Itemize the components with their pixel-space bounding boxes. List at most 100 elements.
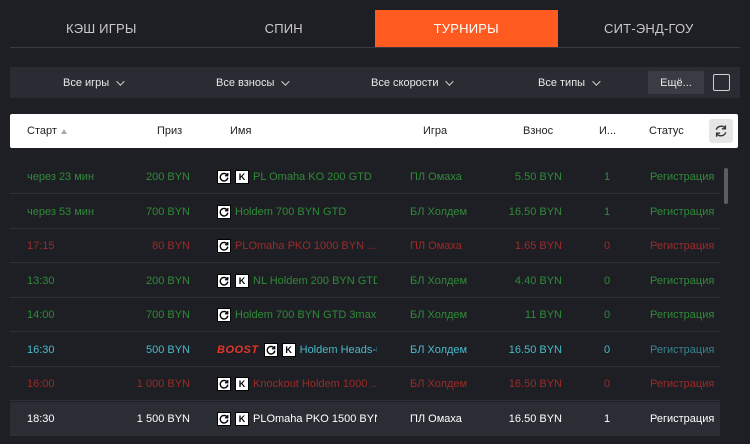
cell-status: Регистрация [650, 343, 715, 356]
cell-status: Регистрация [650, 378, 715, 390]
tab-tournaments[interactable]: ТУРНИРЫ [375, 10, 558, 47]
chevron-down-icon [281, 76, 291, 86]
cell-fee: 11 BYN [524, 309, 562, 321]
cell-game: ПЛ Омаха [410, 412, 462, 425]
table-row[interactable]: 14:00 700 BYN Holdem 700 BYN GTD 3max БЛ Хо… [10, 298, 720, 332]
cell-status: Регистрация [650, 309, 715, 321]
column-game[interactable]: Игра [423, 114, 447, 148]
sort-arrow-icon [60, 128, 67, 134]
cell-fee: 16.50 BYN [508, 378, 562, 390]
cell-prize: 200 BYN [145, 274, 190, 287]
cell-prize: 500 BYN [145, 343, 190, 356]
tournament-name: Holdem 700 BYN GTD [235, 205, 347, 218]
rebuy-icon [217, 308, 231, 322]
cell-game: ПЛ Омаха [410, 171, 462, 183]
column-name-label: Имя [230, 125, 252, 137]
scrollbar-thumb[interactable] [724, 168, 728, 204]
column-fee-label: Взнос [523, 125, 554, 137]
cell-game: БЛ Холдем [410, 274, 468, 287]
knockout-icon: K [235, 411, 249, 426]
cell-name: K PL Omaha KO 200 GTD [217, 160, 377, 194]
knockout-icon: K [235, 170, 249, 184]
column-prize-label: Приз [157, 125, 183, 137]
cell-prize: 700 BYN [145, 205, 190, 218]
cell-fee: 16.50 BYN [508, 412, 562, 425]
cell-start: 18:30 [27, 412, 55, 425]
filter-buyins-label: Все взносы [216, 76, 275, 89]
column-fee[interactable]: Взнос [523, 114, 553, 148]
table-row[interactable]: 16:30 500 BYN BOOST K Holdem Heads-u БЛ Холде… [10, 333, 720, 367]
tournament-name: NL Holdem 200 BYN GTD [253, 274, 377, 287]
column-prize[interactable]: Приз [157, 114, 182, 148]
rebuy-icon [217, 377, 231, 391]
cell-game: БЛ Холдем [410, 343, 468, 356]
table-row[interactable]: 18:30 1 500 BYN K PLOmaha PKO 1500 BYN ... П… [10, 401, 720, 436]
rebuy-icon [217, 170, 231, 184]
table-header: Старт Приз Имя Игра Взнос И... Статус [10, 114, 738, 148]
cell-status: Регистрация [650, 274, 715, 287]
knockout-icon: K [235, 273, 249, 288]
rebuy-icon [217, 411, 231, 426]
tab-spin[interactable]: СПИН [264, 21, 303, 36]
column-players-label: И... [599, 125, 617, 137]
cell-fee: 16.50 BYN [508, 205, 562, 218]
tournament-name: PLOmaha PKO 1500 BYN ... [253, 412, 377, 425]
tab-sit-and-go[interactable]: СИТ-ЭНД-ГОУ [604, 21, 694, 36]
tournament-list: через 23 мин 200 BYN K PL Omaha KO 200 GTD П… [10, 160, 720, 444]
cell-status: Регистрация [650, 205, 715, 218]
cell-players: 0 [604, 240, 611, 252]
filter-checkbox[interactable] [713, 74, 730, 91]
cell-players: 0 [604, 343, 611, 356]
table-row[interactable]: через 53 мин 700 BYN Holdem 700 BYN GTD БЛ … [10, 195, 720, 229]
cell-fee: 16.50 BYN [508, 343, 562, 356]
filter-types-dropdown[interactable]: Все типы [538, 67, 601, 98]
tournament-name: PL Omaha KO 200 GTD [253, 171, 372, 183]
refresh-button[interactable] [709, 119, 733, 143]
cell-start: 13:30 [27, 274, 55, 287]
column-status-label: Статус [649, 125, 684, 137]
cell-players: 1 [604, 171, 611, 183]
cell-players: 0 [604, 378, 611, 390]
column-start-label: Старт [27, 125, 57, 137]
cell-start: через 53 мин [27, 205, 95, 218]
refresh-icon [715, 125, 727, 137]
table-row[interactable]: 16:00 1 000 BYN K Knockout Holdem 1000 ... Б… [10, 367, 720, 401]
more-filters-button[interactable]: Ещё... [648, 71, 704, 94]
column-game-label: Игра [423, 125, 448, 137]
scrollbar[interactable] [724, 160, 728, 444]
filter-games-label: Все игры [63, 76, 110, 89]
filter-types-label: Все типы [538, 76, 586, 89]
chevron-down-icon [445, 76, 455, 86]
column-start[interactable]: Старт [27, 114, 67, 148]
cell-players: 0 [604, 274, 611, 287]
cell-prize: 700 BYN [145, 309, 190, 321]
rebuy-icon [263, 342, 278, 357]
filter-speeds-dropdown[interactable]: Все скорости [371, 67, 455, 98]
tournament-name: Holdem Heads-u [299, 343, 377, 356]
table-row[interactable]: 13:30 200 BYN K NL Holdem 200 BYN GTD БЛ Хол… [10, 264, 720, 298]
filter-buyins-dropdown[interactable]: Все взносы [216, 67, 291, 98]
column-name[interactable]: Имя [230, 114, 251, 148]
cell-players: 1 [604, 412, 611, 425]
cell-start: 17:15 [27, 240, 55, 252]
table-row[interactable]: 17:15 80 BYN PLOmaha PKO 1000 BYN ... ПЛ Ом… [10, 229, 720, 263]
cell-players: 0 [604, 309, 611, 321]
cell-name: K PLOmaha PKO 1500 BYN ... [217, 402, 377, 436]
cell-name: Holdem 700 BYN GTD 3max [217, 298, 377, 332]
column-status[interactable]: Статус [649, 114, 684, 148]
column-players[interactable]: И... [599, 114, 616, 148]
cell-game: БЛ Холдем [410, 378, 468, 390]
rebuy-icon [217, 273, 231, 288]
filter-bar: Все игры Все взносы Все скорости Все тип… [10, 67, 740, 98]
lobby-tabs: КЭШ ИГРЫ СПИН ТУРНИРЫ СИТ-ЭНД-ГОУ [10, 10, 740, 48]
knockout-icon: K [281, 342, 296, 357]
cell-start: 16:30 [27, 343, 55, 356]
tournament-name: PLOmaha PKO 1000 BYN ... [235, 240, 377, 252]
tab-cash-games[interactable]: КЭШ ИГРЫ [65, 21, 137, 36]
filter-games-dropdown[interactable]: Все игры [63, 67, 125, 98]
cell-name: PLOmaha PKO 1000 BYN ... [217, 229, 377, 263]
tournament-name: Holdem 700 BYN GTD 3max [235, 309, 377, 321]
table-row[interactable]: через 23 мин 200 BYN K PL Omaha KO 200 GTD П… [10, 160, 720, 194]
filter-speeds-label: Все скорости [371, 76, 439, 89]
boost-badge: BOOST [217, 343, 259, 356]
